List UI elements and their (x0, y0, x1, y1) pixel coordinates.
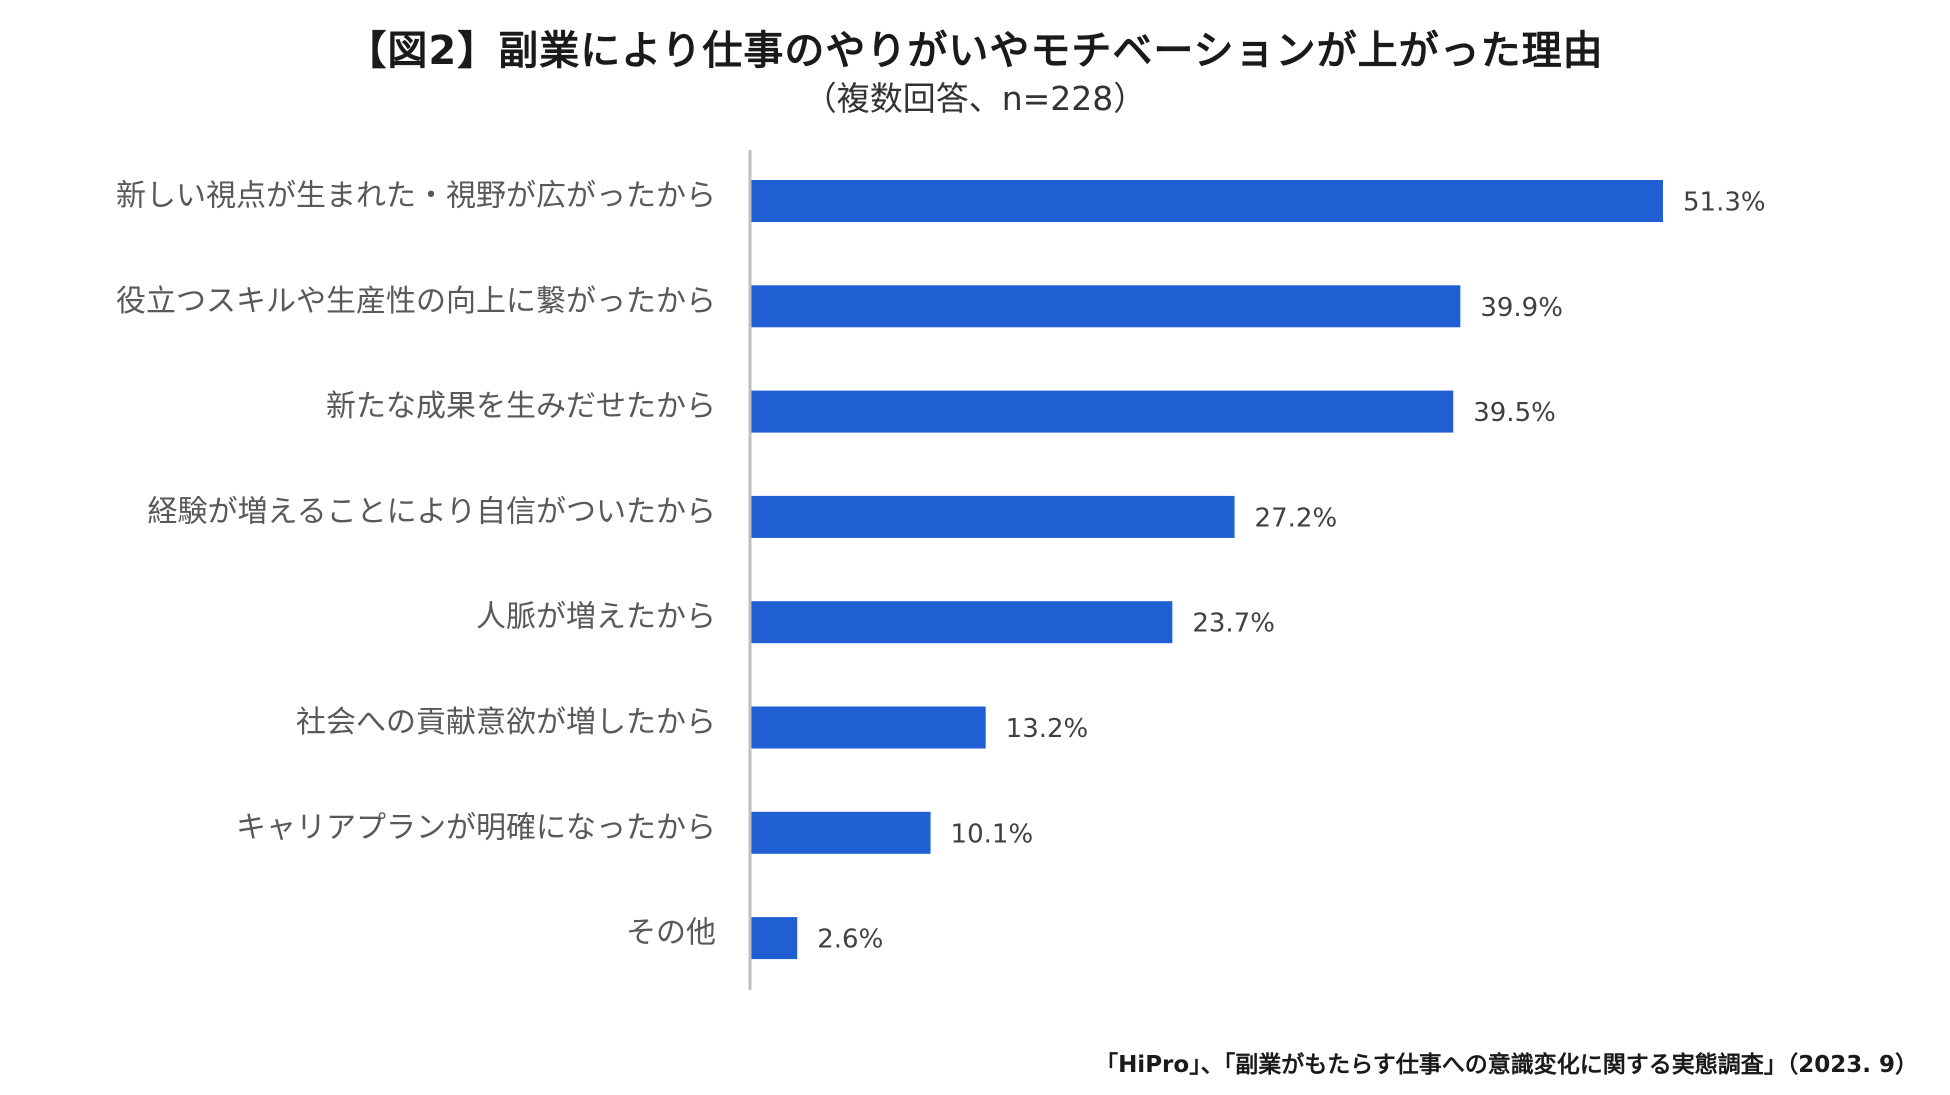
category-label-3: 新たな成果を生みだせたから (326, 389, 716, 424)
category-label-4: 経験が増えることにより自信がついたから (148, 494, 717, 529)
bar-8 (751, 917, 798, 960)
category-label-6: 社会への貢献意欲が増したから (296, 705, 716, 740)
category-label-7: キャリアプランが明確になったから (236, 810, 716, 845)
category-label-2: 役立つスキルや生産性の向上に繋がったから (116, 284, 716, 319)
value-label-5: 23.7% (1192, 609, 1275, 639)
value-label-1: 51.3% (1683, 188, 1766, 218)
category-label-1: 新しい視点が生まれた・視野が広がったから (116, 179, 716, 214)
bars-layer: 新しい視点が生まれた・視野が広がったから 51.3% 役立つスキルや生産性の向上に繋… (116, 179, 1766, 960)
bar-3 (751, 390, 1454, 433)
chart-title: 【図2】副業により仕事のやりがいやモチベーションが上がった理由 (346, 28, 1604, 74)
chart-subtitle: （複数回答、n=228） (803, 79, 1147, 118)
bar-1 (751, 180, 1663, 222)
value-label-6: 13.2% (1006, 714, 1089, 744)
value-label-3: 39.5% (1473, 398, 1556, 428)
value-label-2: 39.9% (1480, 293, 1563, 323)
value-label-4: 27.2% (1255, 503, 1338, 533)
category-label-5: 人脈が増えたから (476, 600, 716, 635)
bar-5 (751, 601, 1173, 644)
value-label-7: 10.1% (951, 819, 1034, 849)
bar-2 (751, 285, 1461, 328)
value-label-8: 2.6% (817, 925, 883, 955)
bar-4 (751, 495, 1235, 538)
source-note: 「HiPro」、「副業がもたらす仕事への意識変化に関する実態調査」（2023. … (1095, 1052, 1918, 1078)
category-label-8: その他 (626, 916, 716, 951)
bar-6 (751, 706, 986, 749)
bar-7 (751, 811, 931, 854)
